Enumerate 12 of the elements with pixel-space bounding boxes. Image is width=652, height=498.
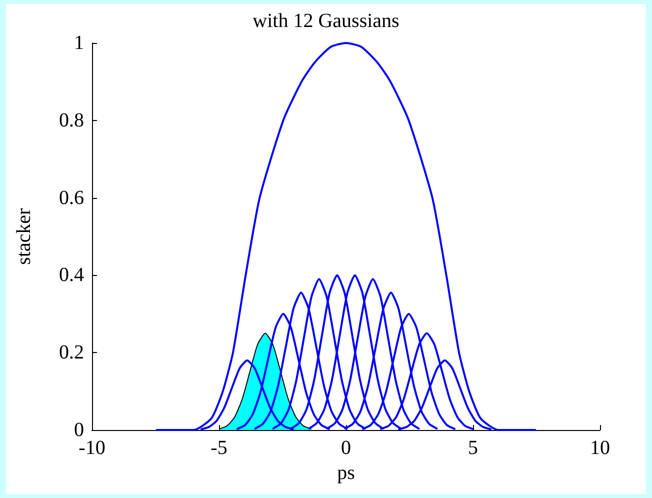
x-tick-label: -5: [210, 437, 228, 459]
x-tick-label: 0: [341, 437, 351, 459]
y-tick-label: 1: [74, 32, 84, 54]
x-tick-label: 10: [590, 437, 610, 459]
chart-title: with 12 Gaussians: [252, 10, 400, 32]
y-axis-title: stacker: [13, 208, 35, 265]
y-tick-label: 0.2: [59, 342, 84, 364]
x-tick-label: 5: [468, 437, 478, 459]
y-tick-label: 0.4: [59, 264, 84, 286]
x-axis-title: ps: [337, 462, 356, 484]
y-tick-label: 0.6: [59, 186, 84, 209]
y-tick-label: 0.8: [59, 109, 84, 132]
